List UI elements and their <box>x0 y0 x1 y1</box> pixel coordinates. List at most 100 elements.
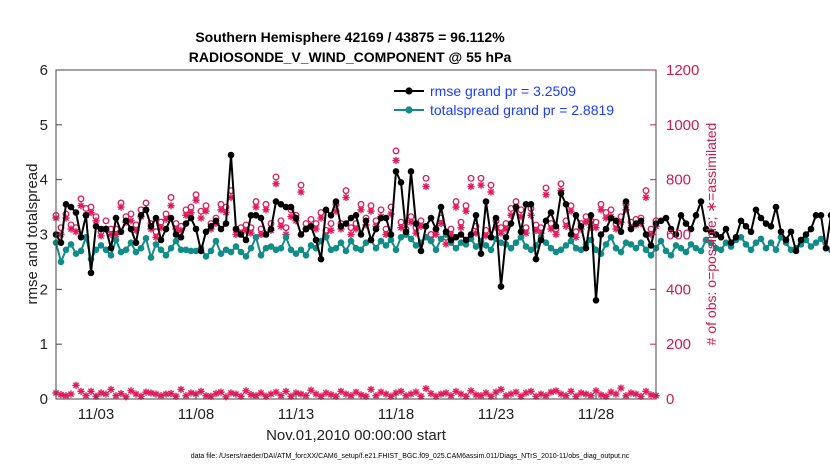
obs_assimilated-point <box>582 218 590 226</box>
rmse-point <box>147 222 155 230</box>
legend-totalspread-marker <box>405 106 413 114</box>
rmse-point <box>717 233 725 241</box>
rmse-point <box>142 206 150 214</box>
rmse-point <box>232 225 240 233</box>
rmse-point <box>762 220 770 227</box>
rmse-point <box>582 244 590 252</box>
obs_bottom-point <box>252 392 260 400</box>
x-tick-label: 11/18 <box>378 406 414 423</box>
obs_assimilated-point <box>67 225 75 233</box>
totalspread-point <box>682 248 690 256</box>
rmse-point <box>107 244 115 252</box>
totalspread-point <box>297 246 305 254</box>
rmse-point <box>72 209 80 216</box>
rmse-point <box>342 220 350 227</box>
rmse-point <box>402 228 410 236</box>
totalspread-point <box>397 233 405 241</box>
rmse-point <box>552 222 560 230</box>
rmse-point <box>242 236 250 244</box>
totalspread-point <box>557 246 565 254</box>
x-tick-label: 11/23 <box>478 406 514 423</box>
rmse-point <box>767 222 775 230</box>
y-tick-label: 2 <box>40 281 48 298</box>
totalspread-point <box>217 250 225 257</box>
rmse-point <box>587 212 595 219</box>
totalspread-point <box>427 237 435 245</box>
totalspread-point <box>287 246 295 254</box>
rmse-point <box>152 214 160 222</box>
obs_possible-point <box>542 184 550 192</box>
y-tick-label: 5 <box>40 117 48 134</box>
obs_bottom-point <box>552 387 560 395</box>
rmse-point <box>67 203 75 211</box>
obs_bottom-point <box>227 389 235 397</box>
obs_assimilated-point <box>562 222 570 230</box>
obs_bottom-point <box>577 389 585 397</box>
obs_assimilated-point <box>392 156 400 165</box>
rmse-point <box>372 225 380 233</box>
totalspread-point <box>507 244 515 252</box>
totalspread-point <box>152 241 160 248</box>
rmse-point <box>167 214 175 222</box>
rmse-point <box>777 228 785 236</box>
obs_assimilated-point <box>187 208 195 217</box>
rmse-point <box>397 179 405 186</box>
totalspread-point <box>292 250 300 257</box>
rmse-point <box>412 220 420 227</box>
rmse-point <box>532 255 540 263</box>
rmse-point <box>562 201 570 208</box>
rmse-point <box>692 212 700 219</box>
totalspread-point <box>512 239 520 247</box>
legend-rmse-marker <box>405 87 413 95</box>
obs_possible-point <box>392 147 400 155</box>
rmse-point <box>62 201 70 208</box>
totalspread-point <box>337 239 345 247</box>
obs_possible-point <box>607 206 615 214</box>
obs_bottom-point <box>147 389 155 397</box>
rmse-point <box>262 231 270 238</box>
obs_bottom-point <box>612 390 620 398</box>
totalspread-point <box>577 246 585 254</box>
rmse-point <box>702 225 710 233</box>
obs_possible-point <box>557 180 565 188</box>
x-tick-label: 11/13 <box>278 406 314 423</box>
obs_possible-point <box>377 206 385 214</box>
obs_bottom-point <box>97 389 105 397</box>
obs_assimilated-point <box>592 224 600 232</box>
obs_bottom-point <box>497 385 505 394</box>
rmse-point <box>212 217 220 225</box>
obs_bottom-point <box>67 390 75 398</box>
obs_bottom-point <box>452 387 460 395</box>
totalspread-point <box>262 244 270 252</box>
rmse-point <box>177 233 185 241</box>
totalspread-point <box>572 244 580 252</box>
rmse-point <box>117 228 125 236</box>
rmse-point <box>482 198 490 205</box>
rmse-point <box>647 242 655 249</box>
totalspread-point <box>272 246 280 254</box>
rmse-point <box>727 239 735 247</box>
rmse-point <box>822 244 830 252</box>
rmse-point <box>452 233 460 241</box>
rmse-point <box>257 214 265 222</box>
obs_bottom-point <box>512 388 520 396</box>
rmse-point <box>422 222 430 230</box>
totalspread-point <box>382 242 390 249</box>
totalspread-point <box>802 236 810 244</box>
rmse-point <box>797 236 805 244</box>
totalspread-point <box>62 246 70 254</box>
rmse-point <box>387 231 395 238</box>
totalspread-point <box>222 246 230 254</box>
obs_assimilated-point <box>327 226 335 234</box>
totalspread-point <box>677 244 685 252</box>
x-tick-label: 11/28 <box>578 406 614 423</box>
totalspread-point <box>527 246 535 254</box>
obs_possible-point <box>307 215 315 223</box>
x-tick-label: 11/03 <box>78 406 114 423</box>
rmse-point <box>302 225 310 233</box>
totalspread-point <box>667 252 675 259</box>
obs_possible-point <box>342 187 350 195</box>
rmse-point <box>197 247 205 255</box>
obs_bottom-point <box>217 388 225 396</box>
rmse-point <box>187 214 195 222</box>
